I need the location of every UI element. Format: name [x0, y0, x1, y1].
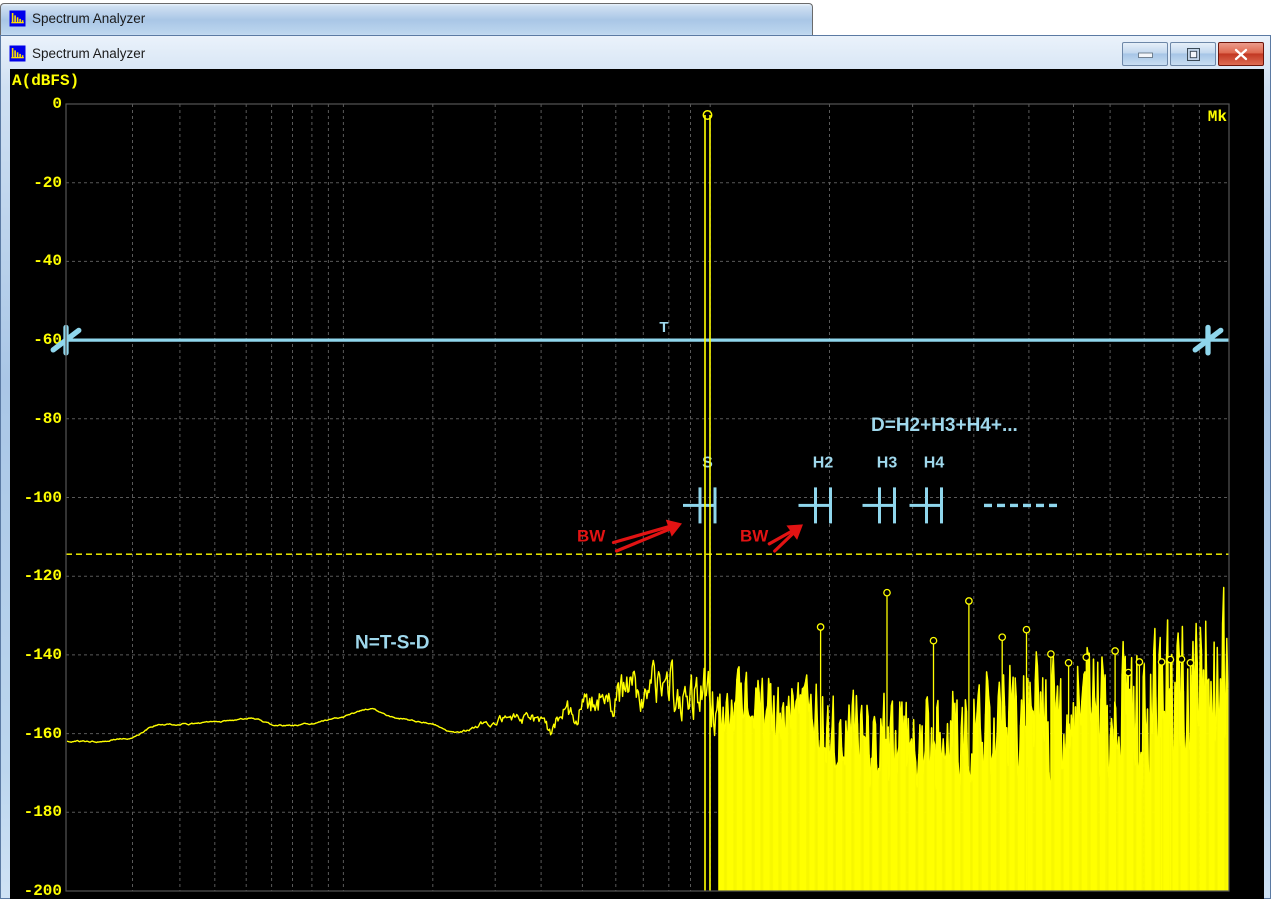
- svg-text:D=H2+H3+H4+...: D=H2+H3+H4+...: [871, 415, 1018, 436]
- svg-text:H4: H4: [924, 455, 945, 472]
- svg-text:BW: BW: [740, 527, 769, 546]
- svg-text:BW: BW: [577, 527, 606, 546]
- svg-text:T: T: [659, 319, 668, 336]
- svg-text:S: S: [702, 455, 713, 472]
- svg-text:Mk: Mk: [1208, 108, 1228, 126]
- svg-text:N=T-S-D: N=T-S-D: [355, 632, 429, 653]
- svg-text:H2: H2: [813, 455, 834, 472]
- svg-text:H3: H3: [877, 455, 898, 472]
